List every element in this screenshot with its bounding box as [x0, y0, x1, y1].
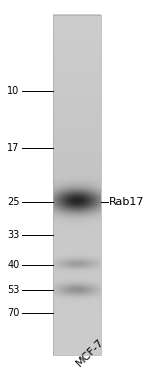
- Text: 70: 70: [7, 307, 20, 318]
- Text: MCF-7: MCF-7: [74, 336, 106, 368]
- Text: 25: 25: [7, 196, 20, 207]
- Bar: [53, 15, 101, 355]
- Text: 53: 53: [7, 285, 20, 296]
- Text: 40: 40: [7, 259, 20, 270]
- Text: 33: 33: [7, 230, 20, 240]
- Text: Rab17: Rab17: [109, 196, 145, 207]
- Text: 17: 17: [7, 143, 20, 153]
- Text: 10: 10: [7, 85, 20, 96]
